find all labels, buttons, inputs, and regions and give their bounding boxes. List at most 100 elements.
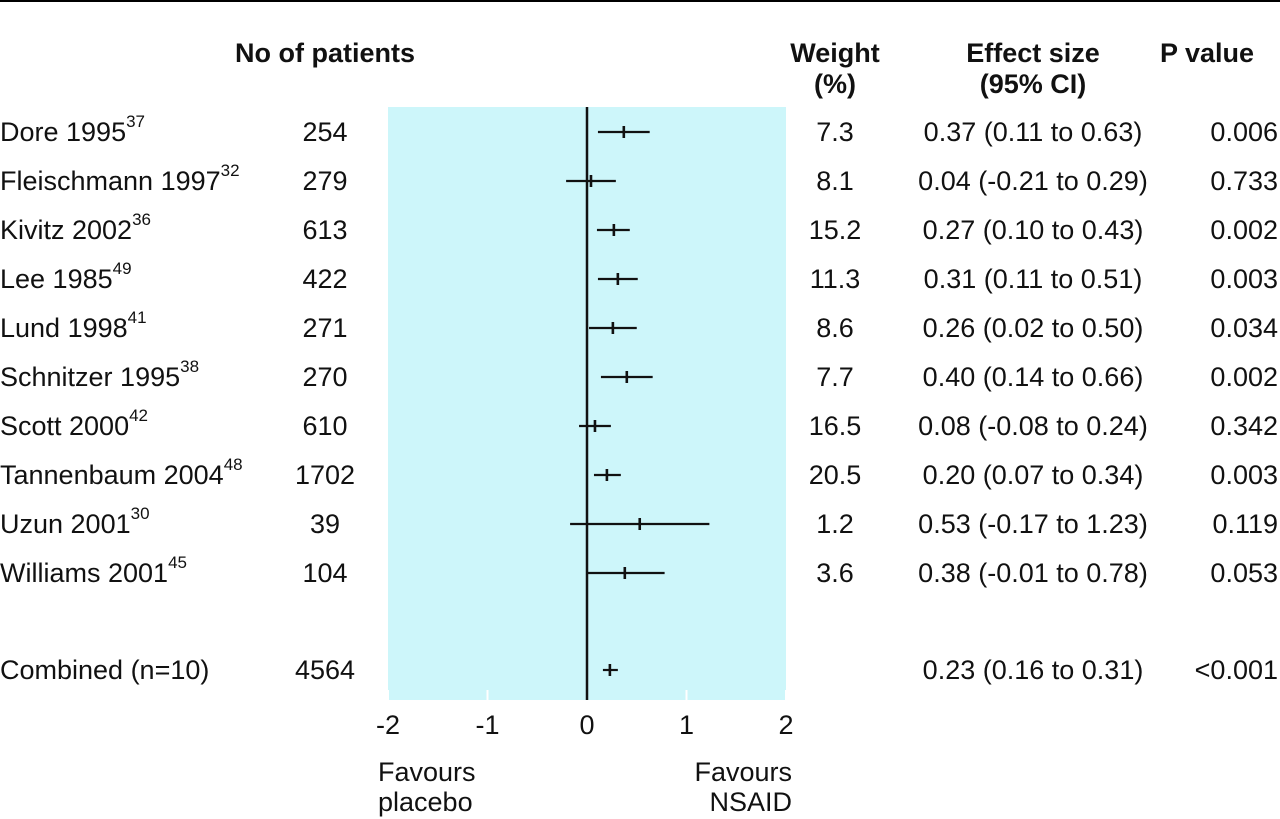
x-tick-label: -2: [376, 710, 400, 740]
header-weight-line2: (%): [814, 69, 856, 99]
weight-value: 3.6: [816, 558, 854, 588]
p-value: 0.006: [1210, 117, 1278, 147]
effect-size-text: 0.40 (0.14 to 0.66): [922, 362, 1144, 392]
weight-value: 20.5: [808, 460, 862, 490]
patient-count: 254: [302, 117, 348, 147]
effect-size-text: 0.20 (0.07 to 0.34): [922, 460, 1144, 490]
effect-size-text: 0.27 (0.10 to 0.43): [922, 215, 1144, 245]
study-reference: 49: [112, 259, 132, 278]
study-label: Uzun 2001: [0, 509, 131, 539]
table-row: Fleischmann 199732 279 8.1 0.04 (-0.21 to 0…: [0, 161, 1280, 201]
top-rule: [0, 0, 1280, 2]
patient-count: 104: [302, 558, 348, 588]
study-name: Schnitzer 199538: [0, 357, 199, 397]
table-row: Scott 200042 610 16.5 0.08 (-0.08 to 0.24) 0…: [0, 406, 1280, 446]
study-label: Dore 1995: [0, 117, 127, 147]
patient-count: 613: [302, 215, 348, 245]
p-value: 0.003: [1210, 460, 1278, 490]
study-label: Williams 2001: [0, 558, 169, 588]
weight-value: 11.3: [809, 264, 861, 294]
p-value: 0.342: [1210, 411, 1278, 441]
study-reference: 38: [180, 357, 200, 376]
effect-size-text: 0.38 (-0.01 to 0.78): [918, 558, 1148, 588]
patient-count: 610: [302, 411, 348, 441]
study-label: Fleischmann 1997: [0, 166, 221, 196]
study-name: Williams 200145: [0, 553, 187, 593]
table-row: Lund 199841 271 8.6 0.26 (0.02 to 0.50) 0.03…: [0, 308, 1280, 348]
patient-count: 270: [302, 362, 348, 392]
x-tick-label: -1: [475, 710, 499, 740]
effect-size-text: 0.26 (0.02 to 0.50): [922, 313, 1144, 343]
p-value: 0.119: [1212, 509, 1278, 539]
patient-count: 422: [302, 264, 348, 294]
table-row: Schnitzer 199538 270 7.7 0.40 (0.14 to 0.66…: [0, 357, 1280, 397]
study-reference: 37: [126, 112, 146, 131]
table-row: Kivitz 200236 613 15.2 0.27 (0.10 to 0.43) 0…: [0, 210, 1280, 250]
table-row: Lee 198549 422 11.3 0.31 (0.11 to 0.51) 0.00…: [0, 259, 1280, 299]
study-label: Schnitzer 1995: [0, 362, 181, 392]
combined-patient-count: 4564: [294, 655, 356, 685]
study-name: Tannenbaum 200448: [0, 455, 243, 495]
favours-nsaid-line2: NSAID: [709, 787, 792, 817]
effect-size-text: 0.08 (-0.08 to 0.24): [918, 411, 1148, 441]
header-pvalue-label: P value: [1160, 38, 1255, 68]
study-name: Lee 198549: [0, 259, 132, 299]
p-value: 0.053: [1210, 558, 1278, 588]
weight-value: 7.3: [816, 117, 854, 147]
header-effect-size: Effect size (95% CI): [893, 38, 1173, 100]
header-weight-line1: Weight: [790, 38, 880, 68]
combined-p-value: <0.001: [1194, 655, 1278, 685]
table-row: Tannenbaum 200448 1702 20.5 0.20 (0.07 to 0…: [0, 455, 1280, 495]
weight-value: 15.2: [808, 215, 862, 245]
study-label: Tannenbaum 2004: [0, 460, 224, 490]
table-row: Williams 200145 104 3.6 0.38 (-0.01 to 0.78…: [0, 553, 1280, 593]
patient-count: 271: [302, 313, 348, 343]
study-reference: 45: [168, 553, 187, 572]
patient-count: 39: [309, 509, 341, 539]
combined-effect-size-text: 0.23 (0.16 to 0.31): [922, 655, 1144, 685]
study-name: Fleischmann 199732: [0, 161, 240, 201]
weight-value: 8.6: [816, 313, 854, 343]
combined-label: Combined (n=10): [0, 655, 210, 685]
study-name: Uzun 200130: [0, 504, 150, 544]
weight-value: 8.1: [816, 166, 854, 196]
x-tick-label: 1: [679, 710, 694, 740]
effect-size-text: 0.31 (0.11 to 0.51): [923, 264, 1143, 294]
study-reference: 30: [130, 504, 150, 523]
study-reference: 36: [132, 210, 151, 229]
x-tick-label: 0: [579, 710, 594, 740]
study-label: Lund 1998: [0, 313, 128, 343]
weight-value: 1.2: [816, 509, 854, 539]
table-row: Uzun 200130 39 1.2 0.53 (-0.17 to 1.23) 0.11…: [0, 504, 1280, 544]
header-patients: No of patients: [205, 38, 445, 69]
combined-row: Combined (n=10) 4564 0.23 (0.16 to 0.31) <0…: [0, 650, 1280, 690]
header-effect-line2: (95% CI): [979, 69, 1087, 99]
effect-size-text: 0.37 (0.11 to 0.63): [923, 117, 1143, 147]
study-reference: 41: [127, 308, 147, 327]
x-tick-label: 2: [778, 710, 793, 740]
p-value: 0.034: [1210, 313, 1278, 343]
p-value: 0.002: [1210, 215, 1278, 245]
effect-size-text: 0.04 (-0.21 to 0.29): [918, 166, 1148, 196]
study-reference: 48: [223, 455, 243, 474]
study-label: Kivitz 2002: [0, 215, 133, 245]
study-name: Scott 200042: [0, 406, 148, 446]
study-name: Kivitz 200236: [0, 210, 151, 250]
table-row: Dore 199537 254 7.3 0.37 (0.11 to 0.63) 0.00…: [0, 112, 1280, 152]
header-effect-line1: Effect size: [966, 38, 1100, 68]
effect-size-text: 0.53 (-0.17 to 1.23): [918, 509, 1148, 539]
favours-placebo-line1: Favours: [378, 757, 476, 787]
favours-nsaid-line1: Favours: [694, 757, 792, 787]
study-label: Scott 2000: [0, 411, 130, 441]
study-reference: 32: [220, 161, 240, 180]
patient-count: 1702: [294, 460, 356, 490]
study-name: Dore 199537: [0, 112, 145, 152]
weight-value: 7.7: [816, 362, 854, 392]
p-value: 0.002: [1210, 362, 1278, 392]
favours-nsaid-label: Favours NSAID: [660, 757, 792, 817]
p-value: 0.003: [1210, 264, 1278, 294]
patient-count: 279: [302, 166, 348, 196]
header-weight: Weight (%): [770, 38, 900, 100]
study-name: Lund 199841: [0, 308, 147, 348]
